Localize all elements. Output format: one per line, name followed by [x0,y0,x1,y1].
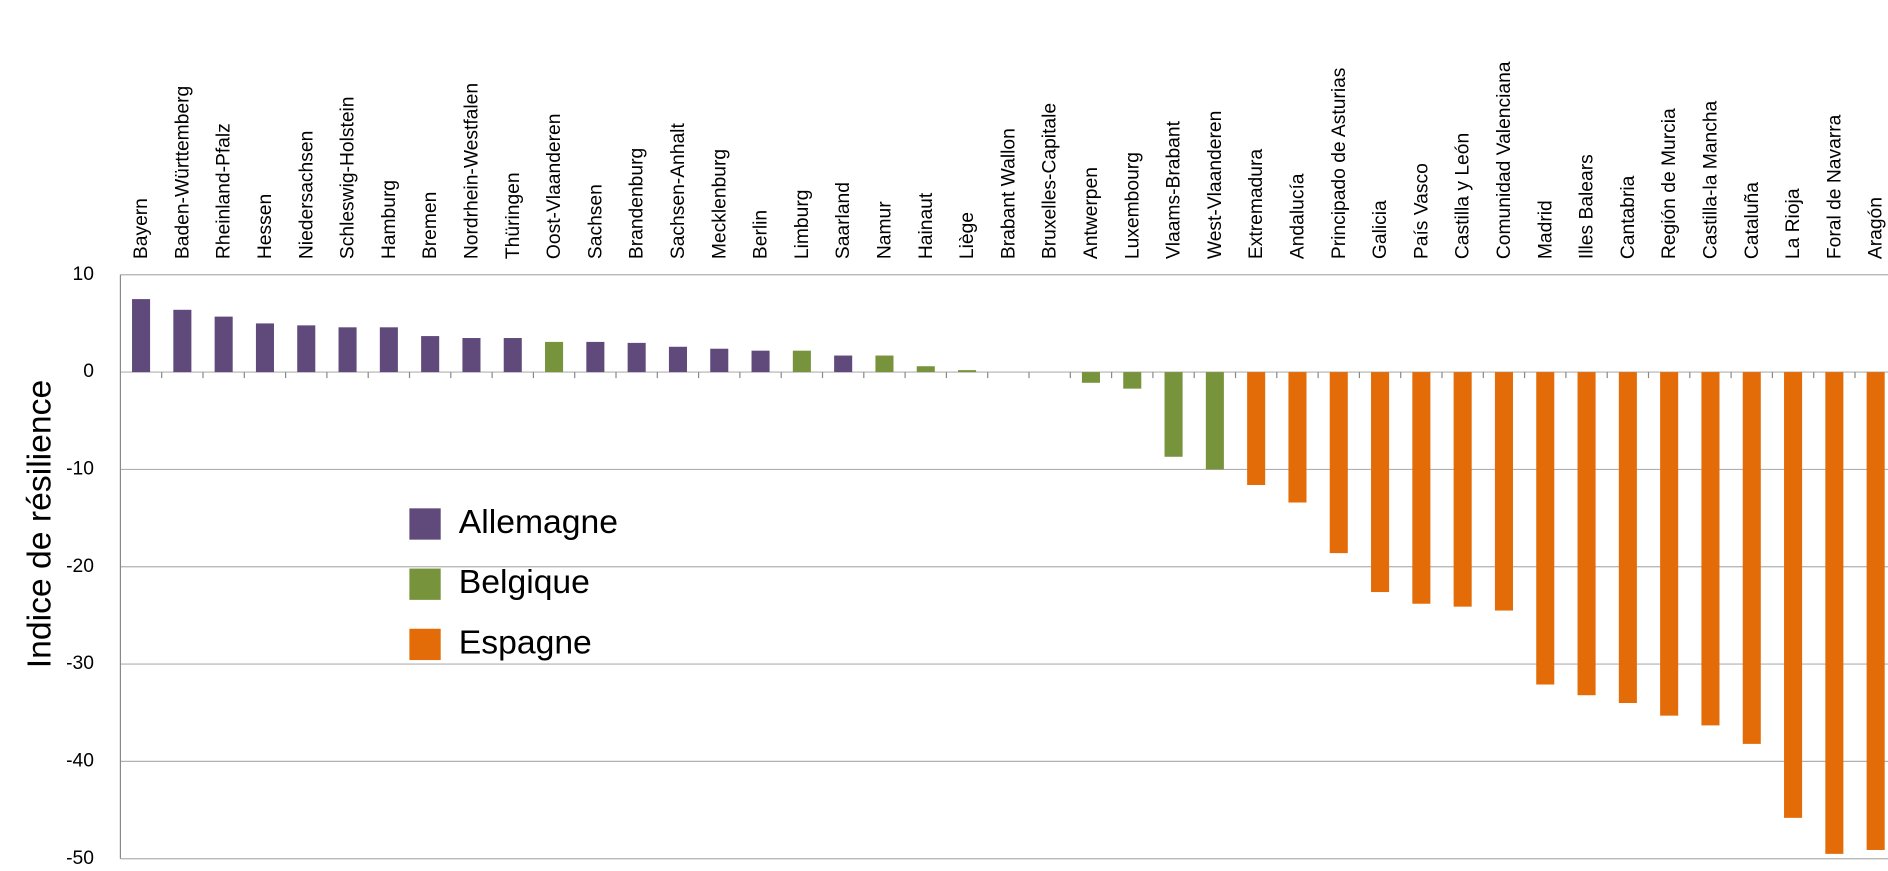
x-tick-label: Bayern [131,198,152,259]
x-tick-label: Niedersachsen [296,131,317,259]
bar [545,341,564,373]
bar [1081,372,1100,383]
bar [1247,372,1266,485]
legend-swatch [409,568,441,600]
bar [338,327,357,373]
x-tick-label: La Rioja [1783,188,1804,259]
bar [710,348,729,373]
y-tick-label: -20 [66,556,94,577]
bar [1866,372,1885,850]
x-tick-label: Nordrhein-Westfalen [461,83,482,259]
bar [214,316,233,373]
bar [1205,372,1224,470]
bar [255,323,274,373]
bar [132,299,151,373]
legend-swatch [409,508,441,540]
legend-swatch [409,628,441,661]
y-tick-label: 10 [72,264,93,285]
bar [1660,372,1679,716]
bar [1618,372,1637,704]
bar [173,309,192,373]
x-tick-label: Bruxelles-Capitale [1040,103,1061,259]
x-tick-label: Vlaams-Brabant [1164,120,1185,259]
x-tick-label: Hessen [255,194,276,259]
y-tick-label: -10 [66,459,94,480]
x-tick-label: Illes Balears [1577,154,1598,259]
bar [297,325,316,373]
bar [1825,372,1844,854]
bar [1453,372,1472,607]
y-tick-label: -30 [66,653,94,674]
bar [875,355,894,373]
x-tick-label: Galicia [1370,200,1391,259]
y-tick-label: -40 [66,750,94,771]
x-tick-label: Cantabria [1618,175,1639,259]
y-axis-title: Indice de résilience [21,380,59,669]
x-tick-label: Castilla y León [1453,133,1474,259]
x-tick-label: Berlin [751,210,772,259]
bar [1742,372,1761,744]
x-tick-label: Castilla-la Mancha [1700,100,1721,259]
bar [421,336,440,373]
x-tick-label: Hamburg [379,180,400,259]
bar [916,366,935,373]
x-tick-label: Limburg [792,190,813,260]
x-tick-label: Mecklenburg [709,149,730,259]
bar [1329,372,1348,554]
x-tick-label: Namur [874,201,895,259]
bar [1412,372,1431,604]
x-tick-label: Baden-Württemberg [172,86,193,259]
x-tick-label: Hainaut [916,192,937,259]
x-tick-label: País Vasco [1411,163,1432,259]
x-tick-label: Andalucía [1287,173,1308,259]
bar [1288,372,1307,503]
x-tick-label: Sachsen-Anhalt [668,123,689,260]
bar [1371,372,1390,593]
x-tick-label: Thüringen [503,172,524,259]
bar [1494,372,1513,611]
x-tick-label: Aragón [1866,197,1887,259]
bar [379,327,398,373]
bar [627,342,646,373]
x-tick-label: West-Vlaanderen [1205,111,1226,259]
y-tick-label: 0 [83,361,94,382]
x-tick-label: Liège [957,212,978,259]
x-tick-label: Antwerpen [1081,167,1102,259]
y-tick-label: -50 [66,848,94,869]
bar [668,346,687,373]
x-tick-label: Madrid [1535,200,1556,259]
x-tick-label: Cataluña [1742,182,1763,259]
bar [503,338,522,373]
x-tick-label: Comunidad Valenciana [1494,61,1515,259]
legend-label: Belgique [459,563,590,601]
bar [834,355,853,373]
x-tick-label: Foral de Navarra [1824,114,1845,259]
bar [1164,372,1183,457]
bar [1577,372,1596,696]
x-tick-label: Principado de Asturias [1329,68,1350,260]
bar [1701,372,1720,726]
x-tick-label: Brandenburg [627,148,648,259]
x-tick-label: Bremen [420,192,441,259]
x-tick-label: Saarland [833,182,854,259]
bar [586,341,605,373]
bar [792,350,811,373]
bar [1536,372,1555,685]
bar [1784,372,1803,818]
bar [958,370,977,373]
x-tick-label: Extremadura [1246,149,1267,259]
x-tick-label: Schleswig-Holstein [338,96,359,259]
x-tick-label: Oost-Vlaanderen [544,114,565,260]
bar [462,338,481,373]
x-tick-label: Luxembourg [1122,152,1143,259]
legend-label: Allemagne [459,503,618,541]
x-tick-label: Rheinland-Pfalz [214,123,235,259]
x-tick-label: Brabant Wallon [998,128,1019,259]
bar [1123,372,1142,389]
x-tick-label: Región de Murcia [1659,108,1680,259]
bar [751,350,770,373]
x-tick-label: Sachsen [585,184,606,259]
legend-label: Espagne [459,623,592,661]
